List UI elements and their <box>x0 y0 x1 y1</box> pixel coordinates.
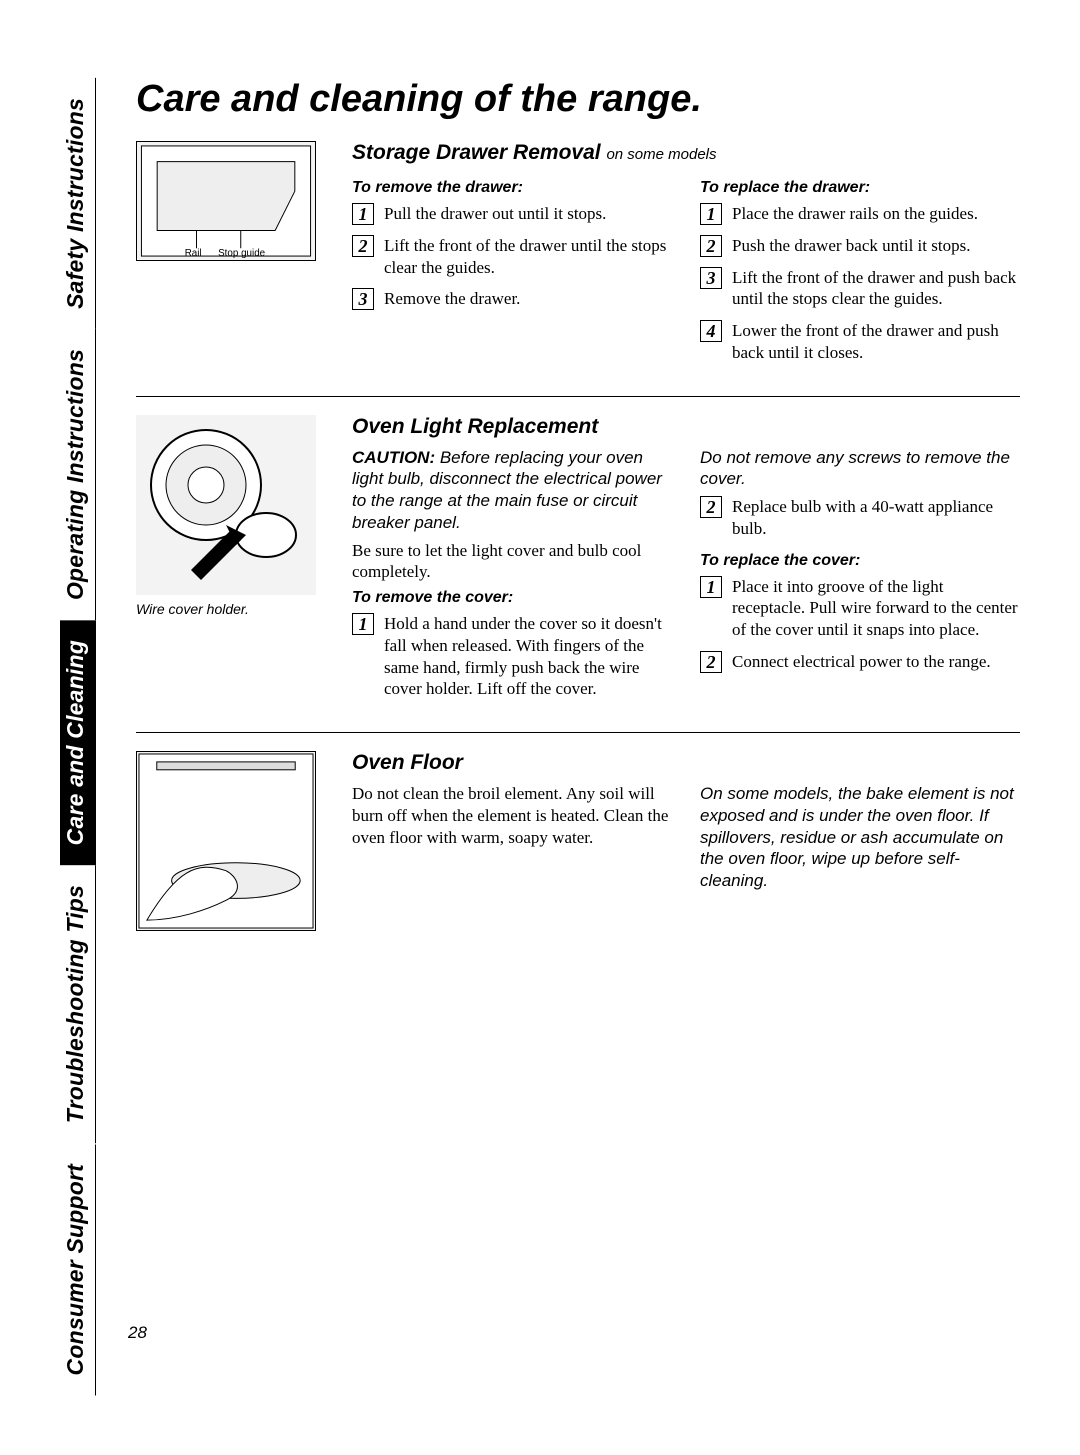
section-oven-floor: Oven Floor Do not clean the broil elemen… <box>136 732 1020 953</box>
step-text: Replace bulb with a 40-watt appliance bu… <box>732 496 1020 540</box>
section-oven-light: Wire cover holder. Oven Light Replacemen… <box>136 396 1020 733</box>
step-number: 1 <box>700 203 722 225</box>
light-cool-note: Be sure to let the light cover and bulb … <box>352 540 672 584</box>
section-storage-drawer: Rail Stop guide Storage Drawer Removal o… <box>136 131 1020 396</box>
illus-label-stop: Stop guide <box>218 248 266 259</box>
drawer-remove-heading: To remove the drawer: <box>352 179 672 197</box>
page-number: 28 <box>128 1323 147 1343</box>
replace-bulb-steps: 2 Replace bulb with a 40-watt appliance b… <box>700 496 1020 546</box>
step-number: 2 <box>700 496 722 518</box>
step-text: Place it into groove of the light recept… <box>732 576 1020 641</box>
floor-right-note: On some models, the bake element is not … <box>700 783 1020 892</box>
drawer-title-sub: on some models <box>606 146 716 163</box>
step-number: 1 <box>352 613 374 635</box>
replace-cover-heading: To replace the cover: <box>700 552 1020 570</box>
step-text: Connect electrical power to the range. <box>732 651 1020 673</box>
drawer-title: Storage Drawer Removal on some models <box>352 141 1020 165</box>
illustration-floor <box>136 751 316 931</box>
page-content: Care and cleaning of the range. Rail Sto… <box>114 78 1020 1395</box>
step-number: 3 <box>700 267 722 289</box>
step-text: Hold a hand under the cover so it doesn'… <box>384 613 672 700</box>
drawer-title-text: Storage Drawer Removal <box>352 141 601 164</box>
light-no-screws: Do not remove any screws to remove the c… <box>700 447 1020 491</box>
tab-safety[interactable]: Safety Instructions <box>60 78 96 329</box>
section-tabs: Safety Instructions Operating Instructio… <box>60 78 96 1395</box>
tab-support[interactable]: Consumer Support <box>60 1144 96 1395</box>
step-text: Lift the front of the drawer and push ba… <box>732 267 1020 311</box>
step-number: 2 <box>352 235 374 257</box>
step-number: 1 <box>700 576 722 598</box>
light-caution: CAUTION: Before replacing your oven ligh… <box>352 447 672 534</box>
step-text: Push the drawer back until it stops. <box>732 235 1020 257</box>
drawer-remove-steps: 1 Pull the drawer out until it stops. 2 Li… <box>352 203 672 316</box>
caution-lead: CAUTION: <box>352 448 435 467</box>
page-title: Care and cleaning of the range. <box>136 78 1020 121</box>
step-number: 4 <box>700 320 722 342</box>
step-number: 2 <box>700 651 722 673</box>
step-number: 2 <box>700 235 722 257</box>
step-text: Pull the drawer out until it stops. <box>384 203 672 225</box>
step-text: Remove the drawer. <box>384 288 672 310</box>
drawer-replace-steps: 1 Place the drawer rails on the guides. 2… <box>700 203 1020 370</box>
floor-left-text: Do not clean the broil element. Any soil… <box>352 783 672 848</box>
step-text: Lower the front of the drawer and push b… <box>732 320 1020 364</box>
light-title: Oven Light Replacement <box>352 415 1020 439</box>
tab-troubleshooting[interactable]: Troubleshooting Tips <box>60 865 96 1143</box>
tab-operating[interactable]: Operating Instructions <box>60 329 96 620</box>
step-number: 3 <box>352 288 374 310</box>
illustration-light <box>136 415 316 595</box>
remove-cover-steps: 1 Hold a hand under the cover so it doesn… <box>352 613 672 706</box>
step-number: 1 <box>352 203 374 225</box>
light-illus-caption: Wire cover holder. <box>136 601 336 617</box>
illustration-drawer: Rail Stop guide <box>136 141 316 261</box>
step-text: Lift the front of the drawer until the s… <box>384 235 672 279</box>
illus-label-rail: Rail <box>185 248 202 259</box>
drawer-replace-heading: To replace the drawer: <box>700 179 1020 197</box>
floor-title: Oven Floor <box>352 751 1020 775</box>
tab-care[interactable]: Care and Cleaning <box>60 620 96 865</box>
replace-cover-steps: 1 Place it into groove of the light recep… <box>700 576 1020 679</box>
remove-cover-heading: To remove the cover: <box>352 589 672 607</box>
step-text: Place the drawer rails on the guides. <box>732 203 1020 225</box>
